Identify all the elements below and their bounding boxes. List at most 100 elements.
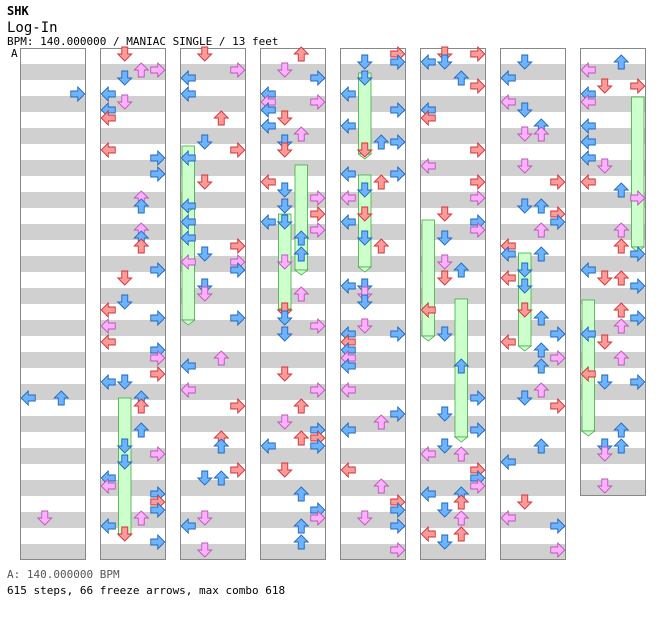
beat-stripe [340, 544, 406, 560]
step-arrow-up [293, 46, 310, 62]
beat-stripe [580, 480, 646, 496]
step-arrow-up [613, 238, 630, 254]
step-arrow-down [276, 302, 293, 318]
beat-stripe [20, 128, 86, 144]
chart-column [580, 48, 646, 496]
step-arrow-down [116, 294, 133, 310]
step-arrow-down [436, 438, 453, 454]
step-arrow-down [276, 310, 293, 326]
beat-stripe [340, 96, 406, 112]
step-arrow-right [630, 245, 646, 263]
beat-stripe [420, 96, 486, 112]
beat-stripe [580, 224, 646, 240]
step-arrow-down [36, 510, 53, 526]
chart-column [260, 46, 326, 560]
step-arrow-up [453, 510, 470, 526]
beat-stripe [580, 448, 646, 464]
step-arrow-down [596, 334, 613, 350]
beat-stripe [420, 320, 486, 336]
step-arrow-right [230, 61, 246, 79]
beat-stripe [420, 448, 486, 464]
step-arrow-left [180, 149, 196, 167]
column-border [340, 48, 406, 560]
step-arrow-left [260, 213, 276, 231]
chart-column [180, 46, 246, 560]
beat-stripe [100, 544, 166, 560]
beat-stripe [260, 288, 326, 304]
step-arrow-right [150, 261, 166, 279]
step-arrow-right [550, 213, 566, 231]
step-arrow-down [276, 366, 293, 382]
step-arrow-down [356, 318, 373, 334]
step-arrow-up [373, 414, 390, 430]
beat-stripe [340, 128, 406, 144]
beat-stripe [260, 160, 326, 176]
step-arrow-right [150, 445, 166, 463]
step-arrow-right [310, 93, 326, 111]
step-arrow-left [580, 133, 596, 151]
beat-stripe [100, 128, 166, 144]
chart-column [20, 48, 86, 560]
beat-stripe [580, 160, 646, 176]
step-arrow-up [613, 54, 630, 70]
beat-stripe [420, 256, 486, 272]
step-arrow-down [276, 462, 293, 478]
step-arrow-right [310, 317, 326, 335]
step-arrow-right [310, 69, 326, 87]
step-arrow-up [293, 534, 310, 550]
step-arrow-left [100, 109, 116, 127]
beat-stripe [20, 480, 86, 496]
step-arrow-left [500, 509, 516, 527]
beat-stripe [20, 384, 86, 400]
freeze-arrow-tail [180, 319, 196, 326]
step-arrow-right [310, 437, 326, 455]
beat-stripe [20, 224, 86, 240]
step-arrow-right [630, 373, 646, 391]
freeze-arrow-tail [580, 430, 596, 437]
step-arrow-left [580, 93, 596, 111]
step-arrow-up [453, 358, 470, 374]
step-arrow-right [630, 309, 646, 327]
step-arrow-right [230, 261, 246, 279]
step-arrow-right [470, 421, 486, 439]
step-arrow-down [276, 254, 293, 270]
beat-stripe [420, 480, 486, 496]
step-arrow-left [20, 389, 36, 407]
beat-stripe [180, 352, 246, 368]
freeze-arrow-body [421, 219, 435, 337]
step-arrow-right [230, 309, 246, 327]
step-arrow-left [580, 325, 596, 343]
beat-stripe [500, 192, 566, 208]
step-arrow-down [516, 494, 533, 510]
beat-stripe [260, 416, 326, 432]
beat-stripe [420, 160, 486, 176]
step-arrow-down [516, 102, 533, 118]
beat-stripe [20, 352, 86, 368]
step-arrow-left [420, 525, 436, 543]
beat-stripe [100, 384, 166, 400]
beat-stripe [340, 320, 406, 336]
step-arrow-left [500, 453, 516, 471]
beat-stripe [500, 448, 566, 464]
step-arrow-down [356, 182, 373, 198]
step-arrow-down [356, 206, 373, 222]
step-arrow-up [453, 262, 470, 278]
beat-stripe [180, 128, 246, 144]
beat-stripe [20, 512, 86, 528]
step-arrow-right [150, 501, 166, 519]
beat-stripe [500, 352, 566, 368]
step-arrow-up [613, 438, 630, 454]
step-arrow-down [196, 286, 213, 302]
step-arrow-left [340, 357, 356, 375]
beat-stripe [100, 320, 166, 336]
beat-stripe [500, 544, 566, 560]
freeze-arrow-tail [293, 269, 309, 276]
step-arrow-left [180, 357, 196, 375]
beat-stripe [20, 160, 86, 176]
beat-stripe [340, 384, 406, 400]
step-arrow-up [373, 134, 390, 150]
step-arrow-down [356, 286, 373, 302]
step-arrow-right [550, 517, 566, 535]
step-arrow-up [373, 478, 390, 494]
